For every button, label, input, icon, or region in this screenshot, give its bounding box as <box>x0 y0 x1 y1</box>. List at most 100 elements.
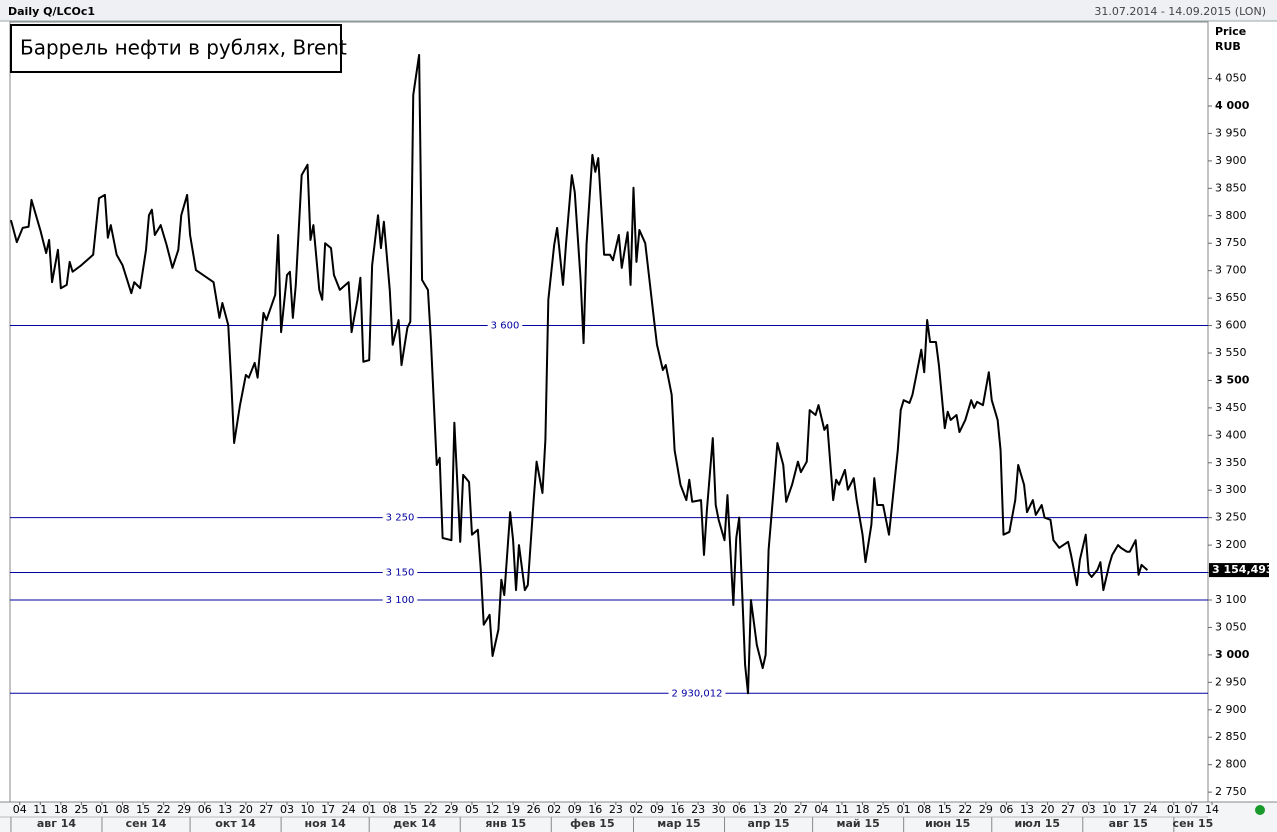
y-tick-label: 4 000 <box>1215 99 1250 112</box>
month-label: ноя 14 <box>304 817 346 830</box>
month-label: июн 15 <box>925 817 970 830</box>
x-tick-label: 18 <box>54 803 68 816</box>
month-label: дек 14 <box>393 817 436 830</box>
x-tick-label: 05 <box>465 803 479 816</box>
x-tick-label: 18 <box>856 803 870 816</box>
y-tick-label: 3 500 <box>1215 373 1250 386</box>
y-tick-label: 3 600 <box>1215 319 1247 332</box>
month-label: янв 15 <box>485 817 526 830</box>
month-label: сен 15 <box>1173 817 1214 830</box>
x-tick-label: 08 <box>383 803 397 816</box>
y-tick-label: 3 650 <box>1215 291 1247 304</box>
x-tick-label: 22 <box>424 803 438 816</box>
x-tick-label: 30 <box>712 803 726 816</box>
x-tick-label: 15 <box>938 803 952 816</box>
status-dot <box>1255 805 1265 815</box>
y-tick-label: 4 050 <box>1215 72 1247 85</box>
y-tick-label: 2 850 <box>1215 730 1247 743</box>
x-tick-label: 26 <box>527 803 541 816</box>
x-tick-label: 15 <box>136 803 150 816</box>
y-tick-label: 3 550 <box>1215 346 1247 359</box>
y-tick-label: 3 200 <box>1215 538 1247 551</box>
x-tick-label: 02 <box>629 803 643 816</box>
x-tick-label: 14 <box>1205 803 1219 816</box>
x-tick-label: 19 <box>506 803 520 816</box>
y-title: Price <box>1215 25 1246 38</box>
month-label: мар 15 <box>657 817 700 830</box>
level-label: 3 600 <box>491 321 520 332</box>
x-tick-label: 25 <box>74 803 88 816</box>
x-tick-label: 04 <box>13 803 27 816</box>
month-label: окт 14 <box>215 817 256 830</box>
x-tick-label: 06 <box>198 803 212 816</box>
x-tick-label: 27 <box>794 803 808 816</box>
x-tick-label: 27 <box>259 803 273 816</box>
x-tick-label: 11 <box>33 803 47 816</box>
y-tick-label: 3 950 <box>1215 126 1247 139</box>
y-tick-label: 3 750 <box>1215 236 1247 249</box>
x-tick-label: 17 <box>321 803 335 816</box>
x-tick-label: 03 <box>280 803 294 816</box>
plot-frame <box>9 21 1209 803</box>
y-unit: RUB <box>1215 40 1241 53</box>
y-tick-label: 3 100 <box>1215 593 1247 606</box>
x-tick-label: 09 <box>568 803 582 816</box>
x-tick-label: 01 <box>95 803 109 816</box>
month-label: фев 15 <box>570 817 614 830</box>
x-tick-label: 02 <box>547 803 561 816</box>
x-tick-label: 08 <box>116 803 130 816</box>
x-tick-label: 10 <box>1102 803 1116 816</box>
y-tick-label: 2 950 <box>1215 675 1247 688</box>
month-label: май 15 <box>837 817 880 830</box>
x-tick-label: 13 <box>218 803 232 816</box>
x-tick-label: 29 <box>177 803 191 816</box>
chart-title: Баррель нефти в рублях, Brent <box>20 36 347 60</box>
x-tick-label: 16 <box>588 803 602 816</box>
x-tick-label: 16 <box>671 803 685 816</box>
level-label-bg <box>668 687 726 700</box>
level-label-bg <box>382 511 418 524</box>
y-tick-label: 3 900 <box>1215 154 1247 167</box>
level-label: 3 250 <box>386 513 415 524</box>
x-tick-label: 23 <box>609 803 623 816</box>
x-tick-label: 07 <box>1184 803 1198 816</box>
x-tick-label: 20 <box>773 803 787 816</box>
x-tick-label: 09 <box>650 803 664 816</box>
month-label: сен 14 <box>126 817 167 830</box>
x-tick-label: 27 <box>1061 803 1075 816</box>
x-tick-label: 23 <box>691 803 705 816</box>
x-tick-label: 12 <box>486 803 500 816</box>
x-tick-label: 24 <box>342 803 356 816</box>
plot-layer: 3 600 3 250 3 150 3 100 2 930,012 <box>9 53 1208 700</box>
header-bar <box>0 0 1277 21</box>
header-right: 31.07.2014 - 14.09.2015 (LON) <box>1094 5 1266 18</box>
y-tick-label: 3 450 <box>1215 401 1247 414</box>
x-tick-label: 20 <box>239 803 253 816</box>
y-tick-label: 3 800 <box>1215 209 1247 222</box>
x-tick-label: 29 <box>444 803 458 816</box>
x-tick-label: 29 <box>979 803 993 816</box>
y-tick-label: 3 850 <box>1215 181 1247 194</box>
y-tick-label: 3 700 <box>1215 264 1247 277</box>
x-tick-label: 15 <box>403 803 417 816</box>
x-tick-label: 01 <box>362 803 376 816</box>
x-tick-label: 24 <box>1143 803 1157 816</box>
x-tick-label: 13 <box>1020 803 1034 816</box>
x-tick-label: 01 <box>1167 803 1181 816</box>
x-tick-label: 11 <box>835 803 849 816</box>
last-price-label: 3 154,493 <box>1212 563 1274 576</box>
month-label: июл 15 <box>1014 817 1060 830</box>
y-tick-label: 3 400 <box>1215 428 1247 441</box>
x-tick-label: 01 <box>897 803 911 816</box>
x-tick-label: 06 <box>732 803 746 816</box>
y-tick-label: 2 900 <box>1215 703 1247 716</box>
y-tick-label: 3 000 <box>1215 648 1250 661</box>
level-label-bg <box>382 566 418 579</box>
header-left: Daily Q/LCOc1 <box>8 5 95 18</box>
x-tick-label: 25 <box>876 803 890 816</box>
y-tick-label: 3 050 <box>1215 620 1247 633</box>
x-tick-label: 13 <box>753 803 767 816</box>
x-tick-label: 03 <box>1082 803 1096 816</box>
level-label-bg <box>487 319 523 332</box>
